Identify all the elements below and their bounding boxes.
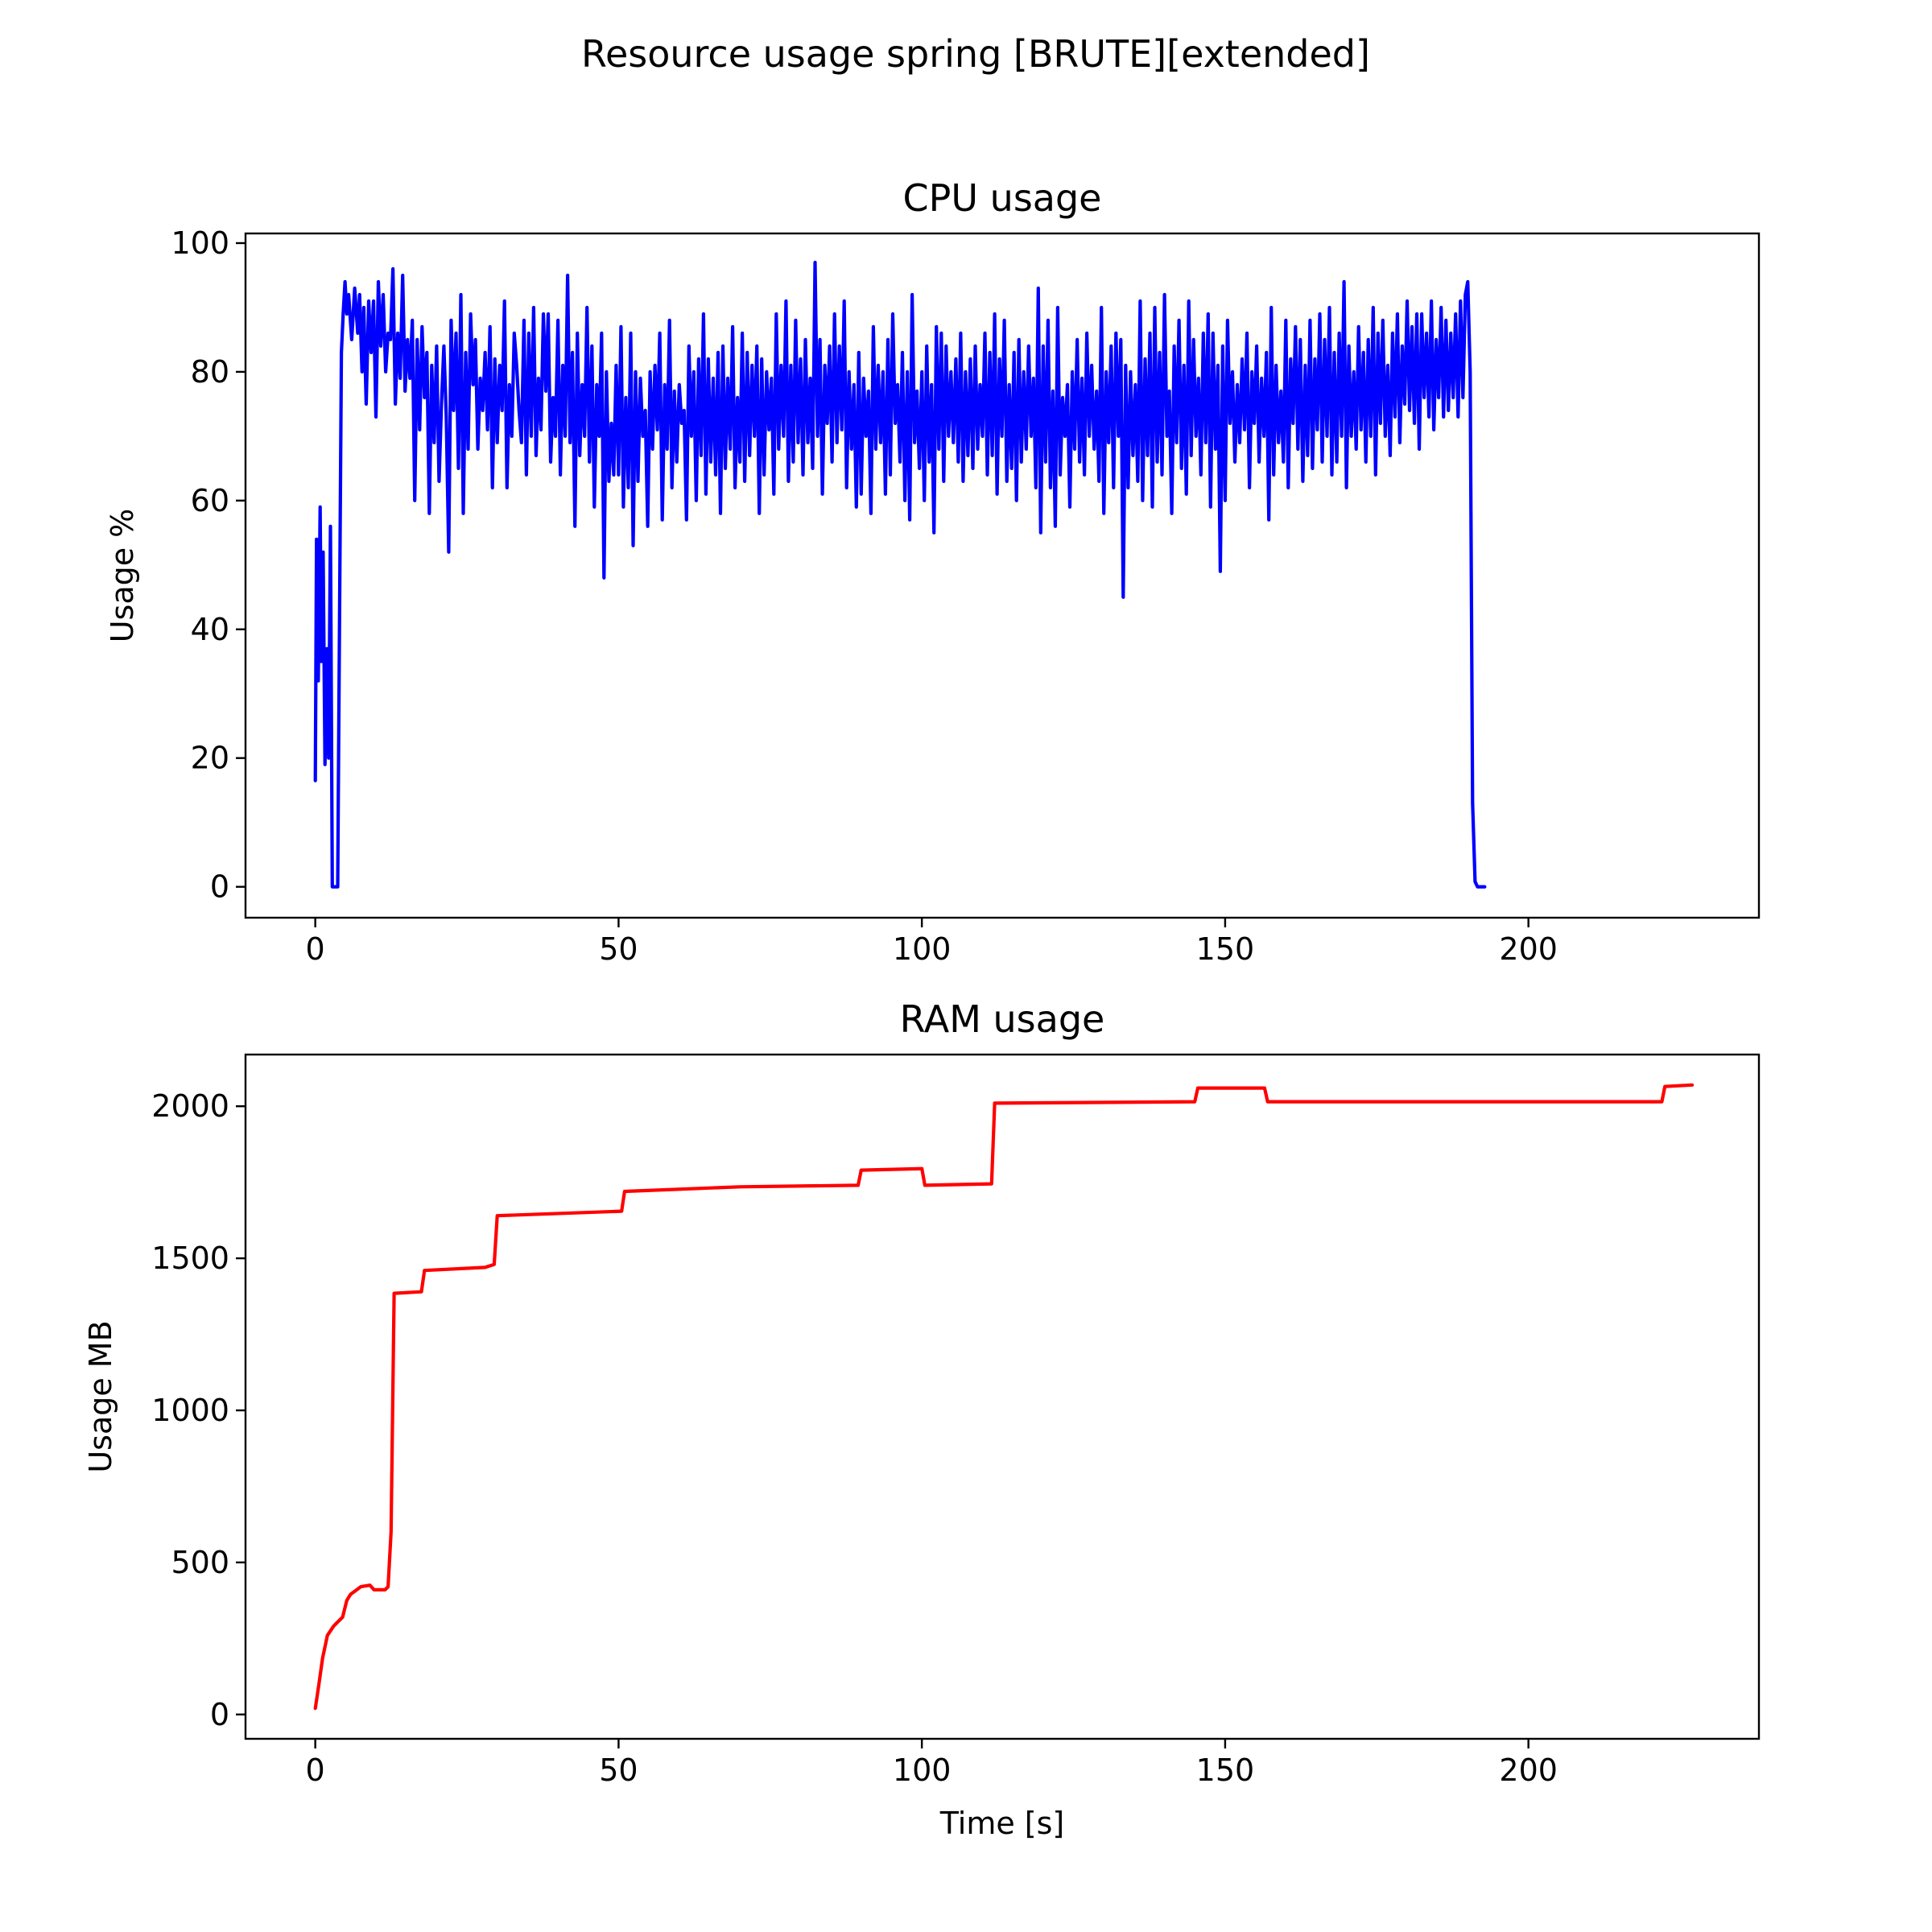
cpu-usage-chart: CPU usage Usage % 0 50 100 150 200 0 20 40 60 80 1… xyxy=(105,176,1761,967)
ram-x-tick-label: 200 xyxy=(1499,1752,1558,1788)
cpu-x-tick-label: 50 xyxy=(599,931,638,967)
ram-y-tick-label: 1000 xyxy=(151,1393,229,1428)
cpu-x-tick-label: 0 xyxy=(306,931,325,967)
cpu-axis-ticks: 0 50 100 150 200 0 20 40 60 80 100 xyxy=(171,225,1557,967)
ram-x-axis-label: Time [s] xyxy=(939,1806,1065,1841)
ram-y-tick-label: 0 xyxy=(210,1697,229,1732)
cpu-y-tick-label: 0 xyxy=(210,869,229,905)
cpu-x-tick-label: 100 xyxy=(893,931,952,967)
ram-y-tick-label: 2000 xyxy=(151,1088,229,1124)
ram-x-tick-label: 0 xyxy=(306,1752,325,1788)
ram-chart-title: RAM usage xyxy=(900,997,1105,1041)
cpu-x-tick-label: 200 xyxy=(1499,931,1558,967)
ram-series-line xyxy=(313,1083,1695,1711)
ram-plot-frame xyxy=(244,1053,1761,1740)
figure-title: Resource usage spring [BRUTE][extended] xyxy=(581,32,1370,76)
cpu-series-line xyxy=(313,260,1487,889)
cpu-y-tick-label: 100 xyxy=(171,225,229,261)
ram-y-tick-label: 1500 xyxy=(151,1241,229,1276)
cpu-y-tick-label: 80 xyxy=(191,354,229,390)
cpu-plot-frame xyxy=(244,232,1761,919)
cpu-chart-title: CPU usage xyxy=(903,176,1102,220)
cpu-y-tick-label: 40 xyxy=(191,612,229,647)
ram-usage-chart: RAM usage Time [s] Usage MB 0 50 100 150 200… xyxy=(83,997,1761,1841)
ram-y-tick-label: 500 xyxy=(171,1545,229,1580)
cpu-series-group xyxy=(313,260,1487,889)
ram-x-tick-label: 50 xyxy=(599,1752,638,1788)
ram-x-tick-label: 150 xyxy=(1196,1752,1255,1788)
ram-y-axis-label: Usage MB xyxy=(83,1320,118,1472)
ram-x-tick-label: 100 xyxy=(893,1752,952,1788)
cpu-x-tick-label: 150 xyxy=(1196,931,1255,967)
cpu-y-axis-label: Usage % xyxy=(105,509,140,643)
cpu-y-tick-label: 60 xyxy=(191,483,229,518)
cpu-y-tick-label: 20 xyxy=(191,741,229,776)
ram-series-group xyxy=(313,1083,1695,1711)
